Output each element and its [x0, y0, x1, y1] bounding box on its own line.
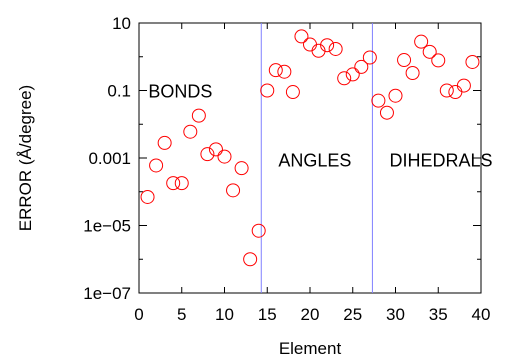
data-point-0-28: [379, 105, 394, 120]
data-point-0-8: [208, 142, 223, 157]
data-point-0-7: [200, 147, 215, 162]
data-point-0-25: [354, 59, 369, 74]
x-tick-label-8: 40: [472, 305, 491, 324]
data-point-0-5: [183, 124, 198, 139]
data-point-0-29: [388, 88, 403, 103]
data-point-0-27: [371, 93, 386, 108]
x-tick-label-5: 25: [343, 305, 362, 324]
data-point-0-30: [397, 53, 412, 68]
y-tick-label-1: 0.1: [107, 82, 131, 101]
x-tick-label-1: 5: [177, 305, 186, 324]
y-tick-label-0: 10: [112, 14, 131, 33]
data-point-0-22: [328, 41, 343, 56]
data-point-0-31: [405, 66, 420, 81]
data-point-0-38: [465, 54, 480, 69]
data-point-0-1: [149, 158, 164, 173]
y-tick-label-4: 1e−07: [83, 284, 131, 303]
x-tick-label-0: 0: [134, 305, 143, 324]
data-point-0-10: [226, 183, 241, 198]
data-point-0-9: [217, 149, 232, 164]
data-point-0-26: [362, 50, 377, 65]
data-point-0-21: [320, 38, 335, 53]
annotation-dihedrals: DIHEDRALS: [390, 151, 493, 171]
data-point-0-14: [260, 83, 275, 98]
data-point-0-18: [294, 29, 309, 44]
y-tick-label-3: 1e−05: [83, 217, 131, 236]
y-tick-label-2: 0.001: [88, 149, 131, 168]
data-point-0-6: [191, 108, 206, 123]
data-point-0-32: [414, 34, 429, 49]
data-point-0-37: [456, 78, 471, 93]
y-axis-label: ERROR (Å/degree): [16, 85, 35, 231]
section-annotations: BONDS ANGLES DIHEDRALS: [148, 82, 492, 171]
data-point-0-0: [140, 189, 155, 204]
x-tick-label-7: 35: [429, 305, 448, 324]
annotation-bonds: BONDS: [148, 82, 212, 102]
x-axis-label: Element: [279, 339, 342, 358]
data-point-0-17: [285, 85, 300, 100]
data-point-0-15: [268, 63, 283, 78]
annotation-angles: ANGLES: [278, 151, 351, 171]
data-point-0-4: [174, 176, 189, 191]
data-points: [140, 29, 480, 267]
data-point-0-23: [337, 71, 352, 86]
data-point-0-19: [303, 37, 317, 52]
data-point-0-16: [277, 64, 292, 79]
section-dividers: [260, 23, 373, 293]
data-point-0-3: [166, 176, 181, 191]
data-point-0-34: [431, 53, 446, 68]
data-point-0-13: [251, 223, 266, 238]
data-point-0-11: [234, 161, 249, 176]
x-tick-label-6: 30: [386, 305, 405, 324]
data-point-0-36: [448, 85, 463, 100]
x-axis-ticks: 0 5 10 15 20 25 30 35 40: [134, 23, 490, 324]
data-point-0-12: [243, 252, 258, 267]
x-tick-label-3: 15: [258, 305, 277, 324]
data-point-0-33: [422, 44, 437, 59]
x-tick-label-4: 20: [301, 305, 320, 324]
data-point-0-20: [311, 43, 326, 58]
data-point-0-24: [345, 67, 360, 82]
data-point-0-2: [157, 135, 172, 150]
x-tick-label-2: 10: [215, 305, 234, 324]
data-point-0-35: [439, 83, 454, 98]
y-axis-ticks: 10 0.1 0.001 1e−05 1e−07: [83, 14, 481, 303]
